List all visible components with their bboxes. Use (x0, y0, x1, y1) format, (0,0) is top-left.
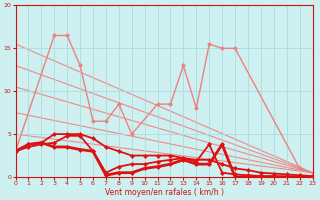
X-axis label: Vent moyen/en rafales ( km/h ): Vent moyen/en rafales ( km/h ) (105, 188, 224, 197)
